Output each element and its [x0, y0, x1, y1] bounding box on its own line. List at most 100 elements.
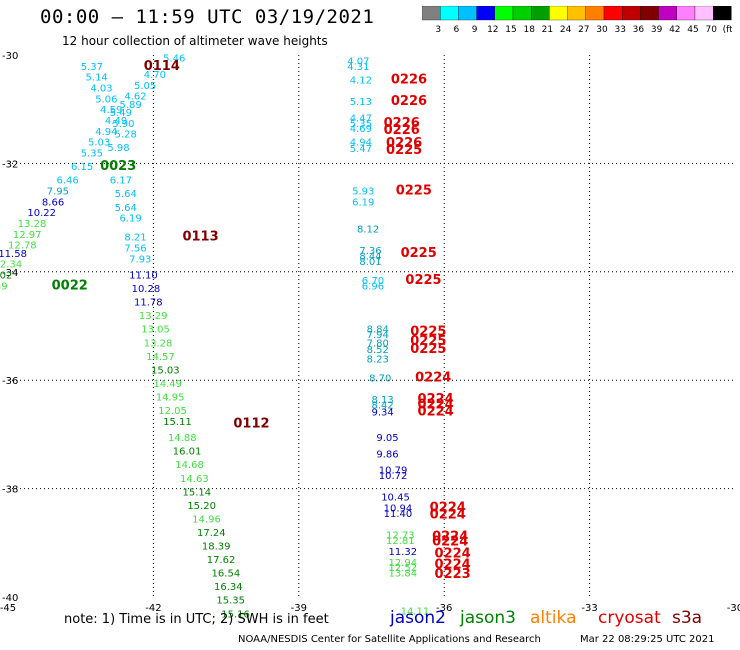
pass-time-label: 0114	[144, 59, 180, 74]
wave-height-label: 5.49	[110, 108, 132, 119]
wave-height-label: 13.84	[388, 569, 417, 580]
colorbar-label: 33	[614, 25, 625, 35]
wave-height-label: 15.11	[163, 417, 192, 428]
wave-height-label: 8.42	[372, 401, 394, 412]
wave-height-label: 12.34	[0, 260, 22, 271]
wave-height-label: 11.40	[384, 509, 413, 520]
wave-height-label: 5.37	[81, 62, 103, 73]
pass-time-label: 0224	[418, 398, 454, 413]
wave-height-label: 6.15	[71, 162, 93, 173]
legend-jason3: jason3	[460, 608, 516, 628]
lat-tick-label: -32	[2, 159, 18, 170]
wave-height-label: 4.59	[100, 105, 122, 116]
pass-time-label: 0225	[401, 246, 437, 261]
pass-time-label: 0226	[391, 94, 427, 109]
lon-tick-label: -36	[436, 603, 452, 614]
wave-height-label: 14.63	[180, 474, 209, 485]
pass-time-label: 0225	[386, 143, 422, 158]
lon-tick-label: -39	[291, 603, 307, 614]
wave-height-label: 5.03	[88, 138, 110, 149]
wave-height-label: 8.52	[367, 345, 389, 356]
wave-height-label: 4.03	[90, 84, 112, 95]
wave-height-label: 7.36	[359, 246, 381, 257]
wave-height-label: 8.44	[359, 252, 381, 263]
pass-time-label: 0112	[233, 417, 269, 432]
colorbar-label: 45	[687, 25, 698, 35]
wave-height-label: 10.94	[384, 504, 413, 515]
wave-height-label: 8.66	[42, 197, 64, 208]
wave-height-label: 4.07	[347, 56, 369, 67]
pass-time-label: 0224	[418, 405, 454, 420]
wave-height-label: 10.72	[379, 471, 408, 482]
pass-time-label: 0226	[384, 123, 420, 138]
wave-height-label: 6.70	[362, 276, 384, 287]
pass-time-label: 0224	[430, 501, 466, 516]
wave-height-label: 7.93	[129, 254, 151, 265]
wave-height-label: 15.14	[182, 487, 211, 498]
wave-height-label: 6.96	[362, 281, 384, 292]
wave-height-label: 5.35	[81, 149, 103, 160]
legend-s3a: s3a	[672, 608, 703, 628]
wave-height-label: 4.12	[350, 75, 372, 86]
pass-time-label: 0223	[435, 567, 471, 582]
legend-altika: altika	[530, 608, 577, 628]
wave-height-label: 15.35	[216, 596, 245, 607]
wave-height-label: 13.59	[0, 281, 8, 292]
wave-height-label: 5.64	[115, 189, 137, 200]
wave-height-label: 5.13	[350, 97, 372, 108]
wave-height-label: 5.14	[86, 73, 108, 84]
colorbar-label: 18	[523, 25, 535, 35]
wave-height-label: 7.95	[47, 187, 69, 198]
wave-height-label: 12.52	[388, 563, 417, 574]
lon-tick-label: -33	[581, 603, 597, 614]
wave-height-label: 13.05	[141, 325, 170, 336]
wave-height-label: 12.05	[158, 406, 187, 417]
wave-height-label: 6.19	[352, 197, 374, 208]
wave-height-label: 5.06	[95, 94, 117, 105]
wave-height-label: 5.46	[163, 54, 185, 65]
wave-height-label: 11.58	[0, 249, 27, 260]
wave-height-label: 4.31	[347, 62, 369, 73]
wave-height-label: 12.81	[386, 536, 415, 547]
wave-height-label: 14.95	[156, 392, 185, 403]
colorbar-label: 36	[633, 25, 645, 35]
wave-height-label: 17.62	[207, 555, 236, 566]
wave-height-label: 14.11	[401, 607, 430, 618]
wave-height-label: 15.16	[221, 609, 250, 620]
wave-height-label: 9.86	[376, 449, 398, 460]
lat-tick-label: -36	[2, 376, 18, 387]
lat-tick-label: -38	[2, 485, 18, 496]
wave-height-label: 11.32	[388, 547, 417, 558]
wave-height-label: 12.78	[8, 241, 37, 252]
wave-height-label: 6.46	[56, 176, 78, 187]
wave-height-label: 6.19	[119, 214, 141, 225]
colorbar-label: 3	[435, 25, 441, 35]
colorbar-label: (ft)	[723, 25, 732, 35]
wave-height-label: 17.24	[197, 528, 226, 539]
lat-tick-label: -34	[2, 268, 18, 279]
wave-height-label: 14.57	[146, 352, 175, 363]
pass-time-label: 0023	[100, 159, 136, 174]
pass-time-label: 0113	[182, 230, 218, 245]
wave-height-label: 5.64	[115, 203, 137, 214]
wave-height-label: 10.28	[132, 284, 161, 295]
credit-line: NOAA/NESDIS Center for Satellite Applica…	[238, 634, 541, 645]
wave-height-label: 15.03	[151, 365, 180, 376]
wave-height-label: 4.47	[350, 113, 372, 124]
wave-height-label: 18.39	[202, 542, 231, 553]
wave-height-label: 15.20	[187, 501, 216, 512]
lon-tick-label: -45	[0, 603, 16, 614]
wave-height-label: 4.70	[144, 70, 166, 81]
wave-height-label: 14.49	[153, 379, 182, 390]
wave-height-label: 4.49	[105, 116, 127, 127]
pass-time-label: 0225	[410, 324, 446, 339]
wave-height-label: 5.98	[107, 143, 129, 154]
colorbar-label: 9	[472, 25, 478, 35]
colorbar-label: 15	[505, 25, 516, 35]
pass-time-label: 0224	[415, 370, 451, 385]
wave-height-label: 8.84	[367, 325, 389, 336]
wave-height-label: 5.05	[134, 81, 156, 92]
pass-time-label: 0224	[432, 535, 468, 550]
wave-height-label: 7.80	[367, 338, 389, 349]
